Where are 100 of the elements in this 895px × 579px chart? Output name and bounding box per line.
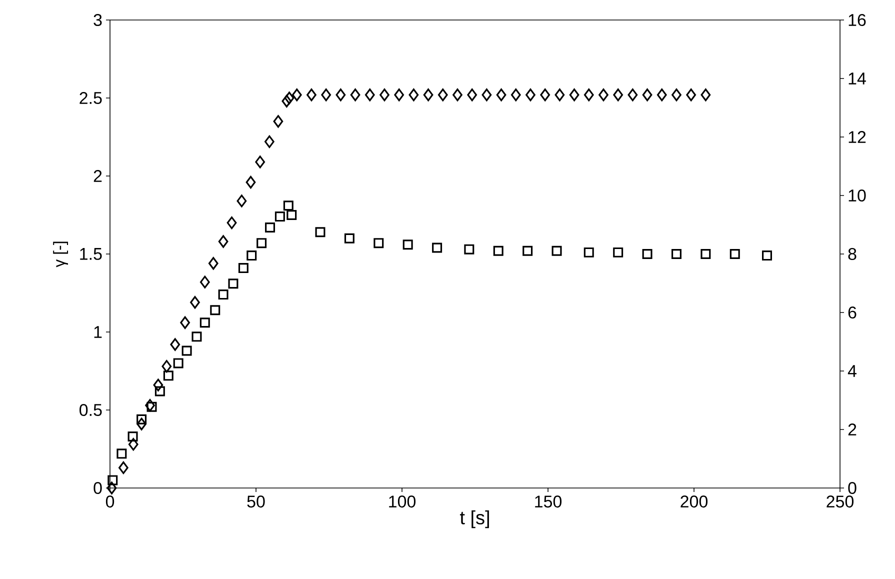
point bbox=[642, 88, 652, 102]
point bbox=[108, 475, 118, 486]
point bbox=[163, 370, 174, 381]
point bbox=[210, 305, 220, 316]
y-tick-label: 3 bbox=[94, 14, 102, 26]
point bbox=[510, 88, 521, 102]
y2-tick-label: 12 bbox=[848, 131, 866, 143]
y-tick-label: 2.5 bbox=[80, 92, 102, 104]
y2-tick-label: 6 bbox=[848, 306, 856, 319]
point bbox=[552, 246, 562, 256]
point bbox=[730, 248, 740, 259]
y2-tick-label: 2 bbox=[848, 424, 856, 436]
point bbox=[402, 240, 413, 250]
point bbox=[496, 88, 506, 102]
point bbox=[569, 88, 580, 102]
point bbox=[467, 88, 478, 102]
point bbox=[306, 88, 316, 102]
point bbox=[380, 88, 390, 102]
point bbox=[344, 233, 354, 244]
point bbox=[146, 402, 157, 412]
point bbox=[628, 88, 638, 102]
point bbox=[554, 88, 565, 102]
point bbox=[218, 235, 228, 248]
point bbox=[182, 346, 192, 356]
point bbox=[153, 378, 164, 392]
y2-tick-label: 14 bbox=[848, 72, 866, 84]
y-tick-label: 1.5 bbox=[80, 248, 102, 260]
point bbox=[482, 88, 492, 102]
point bbox=[321, 88, 332, 102]
point bbox=[700, 88, 711, 102]
point bbox=[256, 238, 267, 248]
point bbox=[236, 194, 247, 208]
point bbox=[686, 88, 696, 102]
x-tick-label: 200 bbox=[680, 496, 708, 508]
point bbox=[423, 88, 434, 102]
point bbox=[145, 399, 155, 412]
point bbox=[128, 432, 138, 442]
point bbox=[128, 438, 138, 451]
point bbox=[238, 263, 248, 274]
y-tick-label: 2 bbox=[94, 170, 102, 182]
point bbox=[613, 247, 624, 258]
point bbox=[116, 448, 127, 459]
point bbox=[350, 88, 360, 102]
point bbox=[228, 278, 238, 289]
y2-tick-label: 10 bbox=[848, 189, 866, 202]
y-tick-label: 0 bbox=[94, 482, 102, 494]
point bbox=[671, 248, 682, 259]
y-axis-title: γ [-] bbox=[53, 242, 68, 268]
y2-tick-label: 8 bbox=[848, 248, 856, 260]
point bbox=[154, 386, 165, 396]
point bbox=[180, 316, 190, 329]
point bbox=[700, 248, 711, 259]
point bbox=[374, 238, 384, 248]
y-tick-label: 1 bbox=[94, 326, 102, 338]
point bbox=[315, 227, 326, 238]
point bbox=[136, 414, 147, 424]
point bbox=[336, 88, 346, 102]
point bbox=[598, 88, 608, 102]
point bbox=[192, 332, 202, 342]
point bbox=[283, 200, 294, 211]
point bbox=[394, 88, 404, 102]
point bbox=[170, 338, 180, 351]
y2-tick-label: 4 bbox=[848, 365, 856, 377]
point bbox=[540, 88, 550, 102]
x-axis-title: t [s] bbox=[460, 510, 489, 528]
point bbox=[173, 358, 184, 368]
point bbox=[208, 257, 218, 270]
point bbox=[364, 88, 375, 102]
point bbox=[274, 212, 285, 222]
point bbox=[136, 418, 146, 430]
point bbox=[672, 88, 682, 102]
x-tick-label: 250 bbox=[826, 496, 854, 508]
point bbox=[438, 88, 448, 102]
point bbox=[656, 88, 667, 102]
point bbox=[200, 318, 210, 328]
point bbox=[246, 176, 256, 189]
point bbox=[584, 247, 594, 258]
point bbox=[273, 115, 284, 128]
point bbox=[522, 246, 533, 256]
point bbox=[642, 248, 652, 259]
point bbox=[265, 222, 276, 232]
point bbox=[218, 290, 228, 300]
point bbox=[286, 210, 297, 220]
point bbox=[162, 360, 172, 373]
point bbox=[246, 250, 257, 261]
x-tick-label: 100 bbox=[389, 496, 416, 508]
point bbox=[106, 482, 117, 494]
point bbox=[292, 88, 302, 102]
point bbox=[452, 88, 462, 102]
y2-tick-label: 16 bbox=[848, 14, 866, 26]
point bbox=[526, 88, 536, 102]
point bbox=[464, 244, 474, 254]
point bbox=[118, 461, 128, 474]
point bbox=[584, 88, 594, 102]
point bbox=[226, 216, 237, 230]
point bbox=[762, 250, 772, 261]
point bbox=[255, 156, 266, 168]
point bbox=[284, 92, 294, 104]
point bbox=[432, 242, 442, 253]
point bbox=[200, 276, 210, 288]
